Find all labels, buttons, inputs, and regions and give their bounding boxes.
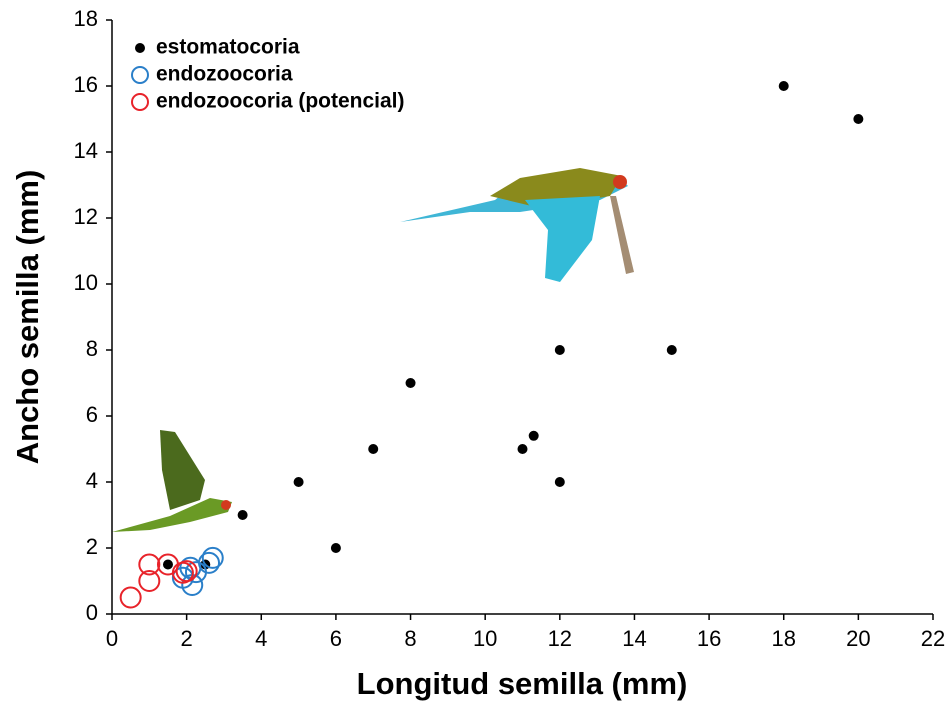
x-tick-label: 4 [255,626,267,651]
x-tick-label: 0 [106,626,118,651]
x-tick-label: 6 [330,626,342,651]
legend-marker [131,93,149,111]
scatter-point [237,510,248,520]
x-tick-label: 18 [771,626,795,651]
y-axis-title: Ancho semilla (mm) [10,170,45,465]
y-tick-label: 14 [74,138,98,163]
large-parrot-illustration [400,168,634,282]
scatter-point [138,570,161,592]
scatter-point [293,477,304,487]
small-parrot-illustration [112,430,232,532]
scatter-point [184,561,207,584]
scatter-point [517,444,528,454]
y-tick-label: 8 [86,336,98,361]
scatter-point [175,560,198,583]
legend-label: endozoocoria [156,63,293,86]
x-axis-title: Longitud semilla (mm) [357,666,688,701]
y-tick-label: 10 [74,270,98,295]
y-tick-label: 12 [74,204,98,229]
y-tick-label: 16 [74,72,98,97]
legend-label: estomatocoria [156,36,300,59]
legend-marker [131,66,149,84]
legend-label: endozoocoria (potencial) [156,90,405,113]
y-tick-label: 18 [74,6,98,31]
scatter-point [405,378,416,388]
scatter-point [853,114,864,124]
scatter-point [368,444,379,454]
x-tick-label: 8 [404,626,416,651]
scatter-point [330,543,341,553]
scatter-point [138,553,161,576]
x-tick-label: 12 [548,626,572,651]
scatter-point [554,477,565,487]
y-tick-label: 2 [86,534,98,559]
y-tick-label: 0 [86,600,98,625]
x-tick-label: 20 [846,626,870,651]
scatter-point [119,586,142,609]
legend-marker [135,43,145,53]
x-tick-label: 22 [921,626,945,651]
x-tick-label: 16 [697,626,721,651]
scatter-point [554,345,565,355]
scatter-point [778,81,789,91]
y-tick-label: 6 [86,402,98,427]
x-tick-label: 14 [622,626,646,651]
scatter-point [666,345,677,355]
scatter-point [201,546,224,569]
y-tick-label: 4 [86,468,98,493]
x-tick-label: 2 [181,626,193,651]
scatter-point [179,556,202,579]
scatter-point [528,430,539,441]
x-tick-label: 10 [473,626,497,651]
scatter-point [162,559,173,570]
